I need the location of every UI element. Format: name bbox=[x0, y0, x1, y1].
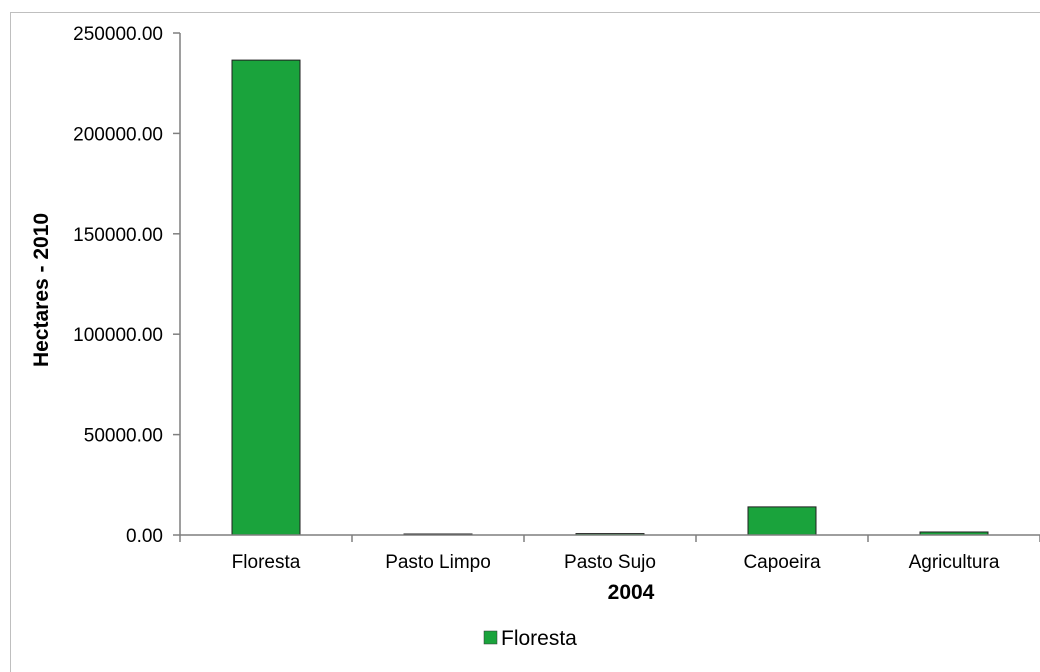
x-tick-label: Agricultura bbox=[909, 552, 1000, 573]
y-axis-title: Hectares - 2010 bbox=[30, 213, 53, 367]
x-axis-title: 2004 bbox=[608, 581, 655, 604]
bar bbox=[231, 59, 301, 536]
y-tick-label: 200000.00 bbox=[73, 124, 163, 145]
legend: Floresta bbox=[483, 627, 577, 650]
x-axis-ticks: Floresta Pasto Limpo Pasto Sujo Capoeira Agr… bbox=[179, 535, 1040, 573]
x-tick-label: Floresta bbox=[232, 552, 301, 573]
legend-label: Floresta bbox=[501, 627, 577, 650]
legend-swatch bbox=[483, 630, 498, 645]
y-tick-label: 100000.00 bbox=[73, 325, 163, 346]
y-tick-label: 150000.00 bbox=[73, 225, 163, 246]
x-tick-label: Pasto Limpo bbox=[385, 552, 491, 573]
y-tick-label: 50000.00 bbox=[84, 426, 163, 447]
bar bbox=[747, 506, 817, 536]
bars bbox=[231, 59, 989, 536]
y-axis-ticks: 0.00 50000.00 100000.00 150000.00 200000.00 2… bbox=[73, 24, 180, 547]
chart-frame bbox=[10, 12, 1040, 672]
y-tick-label: 0.00 bbox=[126, 526, 163, 547]
x-tick-label: Pasto Sujo bbox=[564, 552, 656, 573]
y-tick-label: 250000.00 bbox=[73, 24, 163, 45]
x-tick-label: Capoeira bbox=[743, 552, 821, 573]
